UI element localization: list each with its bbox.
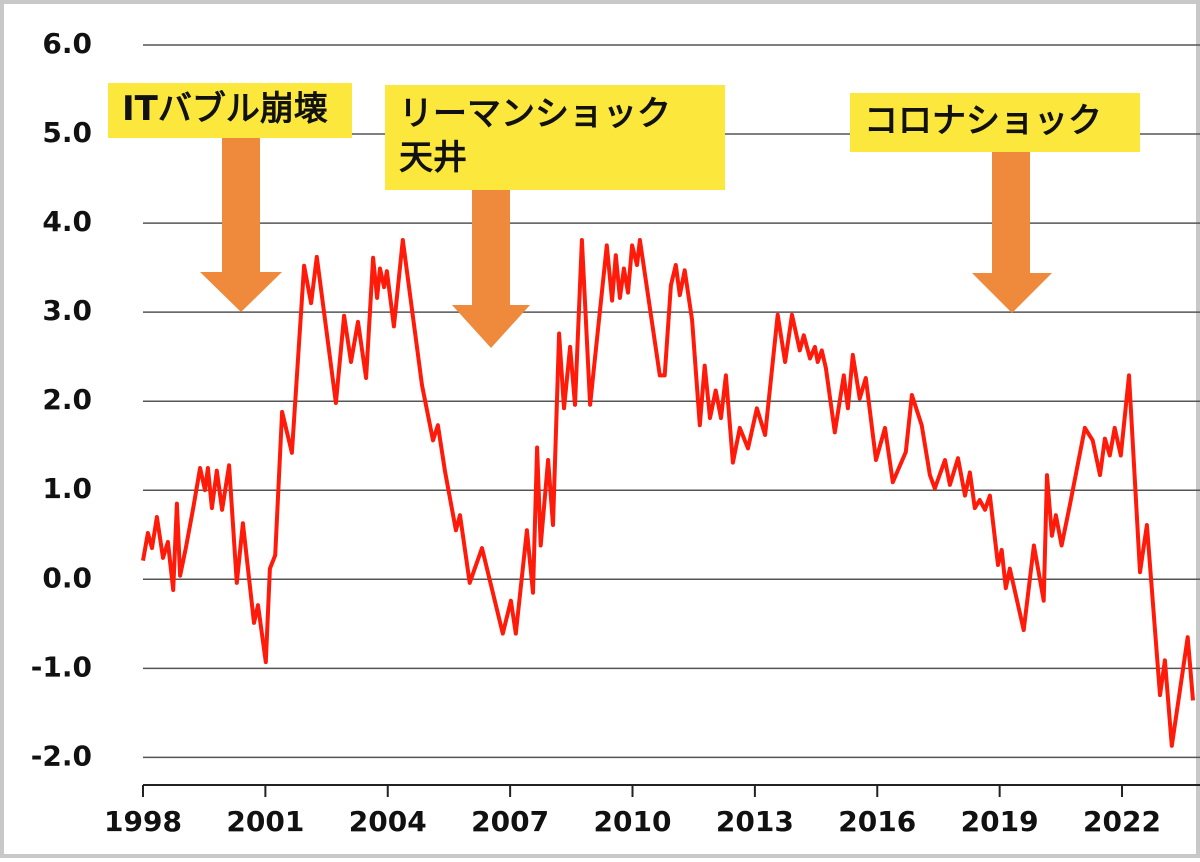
annotation-box bbox=[108, 83, 352, 138]
x-tick-label: 2004 bbox=[349, 805, 427, 838]
y-tick-label: -2.0 bbox=[31, 739, 92, 772]
annotation-text: ITバブル崩壊 bbox=[122, 89, 328, 129]
annotation-arrow bbox=[972, 152, 1052, 313]
annotation-arrow bbox=[200, 138, 282, 312]
x-tick-label: 2010 bbox=[594, 805, 672, 838]
x-tick-label: 2007 bbox=[471, 805, 549, 838]
x-tick-label: 2022 bbox=[1083, 805, 1161, 838]
annotation-text: コロナショック bbox=[864, 101, 1102, 141]
annotation-box bbox=[850, 93, 1140, 152]
y-tick-label: 0.0 bbox=[42, 561, 92, 594]
y-tick-label: 6.0 bbox=[42, 27, 92, 60]
x-tick-label: 2016 bbox=[838, 805, 916, 838]
x-tick-label: 2001 bbox=[226, 805, 304, 838]
annotation-box bbox=[385, 85, 725, 190]
y-tick-label: -1.0 bbox=[31, 650, 92, 683]
y-tick-label: 3.0 bbox=[42, 294, 92, 327]
annotation-arrow bbox=[452, 190, 530, 348]
y-tick-label: 5.0 bbox=[42, 116, 92, 149]
y-tick-label: 2.0 bbox=[42, 383, 92, 416]
annotation-text: 天井 bbox=[399, 138, 467, 178]
y-tick-label: 1.0 bbox=[42, 472, 92, 505]
line-series bbox=[141, 238, 1195, 748]
annotation-text: リーマンショック bbox=[399, 94, 671, 134]
x-tick-label: 1998 bbox=[104, 805, 182, 838]
y-tick-label: 4.0 bbox=[42, 205, 92, 238]
x-tick-label: 2013 bbox=[716, 805, 794, 838]
x-tick-label: 2019 bbox=[961, 805, 1039, 838]
